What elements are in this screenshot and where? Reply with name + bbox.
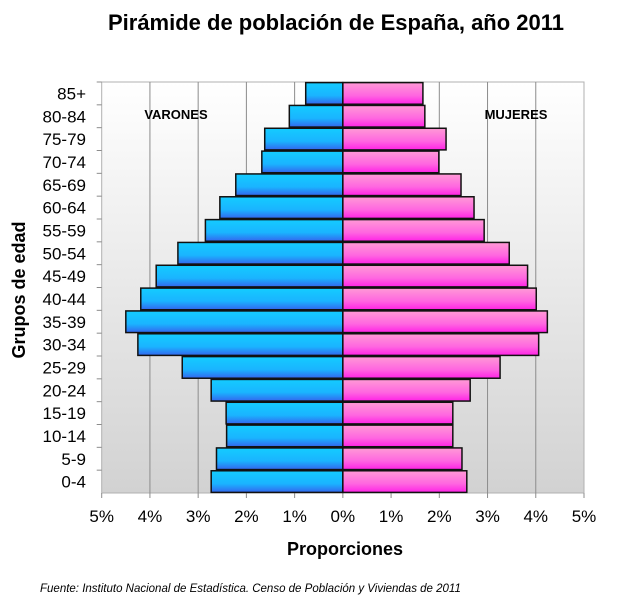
y-tick-label: 50-54: [43, 244, 86, 263]
x-tick-label: 5%: [572, 507, 597, 526]
bar-mujeres-80-84: [342, 104, 426, 128]
series-label-varones: VARONES: [144, 107, 208, 122]
bar-varones-65-69: [235, 173, 344, 197]
y-tick-label: 75-79: [43, 130, 86, 149]
bar-varones-75-79: [263, 127, 344, 151]
bar-mujeres-45-49: [342, 264, 529, 288]
series-label-mujeres: MUJERES: [485, 107, 548, 122]
y-tick-label: 10-14: [43, 427, 86, 446]
bar-mujeres-50-54: [342, 241, 510, 265]
bar-mujeres-75-79: [342, 127, 447, 151]
y-tick-label: 55-59: [43, 221, 86, 240]
bar-varones-80-84: [288, 104, 344, 128]
y-tick-label: 20-24: [43, 381, 86, 400]
y-tick-label: 60-64: [43, 199, 86, 218]
bar-varones-55-59: [204, 218, 344, 242]
bar-mujeres-70-74: [342, 150, 440, 174]
bar-mujeres-55-59: [342, 218, 485, 242]
bar-varones-15-19: [225, 401, 344, 425]
y-tick-label: 5-9: [61, 450, 86, 469]
bar-mujeres-30-34: [342, 333, 540, 357]
bar-mujeres-35-39: [342, 310, 549, 334]
source-note: Fuente: Instituto Nacional de Estadístic…: [40, 583, 461, 595]
y-tick-label: 85+: [57, 84, 86, 103]
x-axis-title: Proporciones: [287, 539, 403, 559]
y-tick-label: 30-34: [43, 336, 86, 355]
x-tick-label: 1%: [282, 507, 307, 526]
bar-varones-30-34: [137, 333, 344, 357]
x-tick-label: 4%: [138, 507, 163, 526]
bar-mujeres-0-4: [342, 470, 468, 494]
bar-varones-25-29: [181, 355, 344, 379]
y-tick-label: 15-19: [43, 404, 86, 423]
bar-varones-45-49: [155, 264, 344, 288]
bar-varones-60-64: [219, 196, 344, 220]
bar-mujeres-20-24: [342, 378, 471, 402]
bar-mujeres-85+: [342, 81, 424, 105]
x-tick-label: 0%: [331, 507, 356, 526]
x-tick-label: 4%: [523, 507, 548, 526]
bar-mujeres-15-19: [342, 401, 454, 425]
y-tick-label: 35-39: [43, 313, 86, 332]
bar-varones-85+: [304, 81, 344, 105]
bar-varones-10-14: [225, 424, 344, 448]
bar-varones-35-39: [125, 310, 344, 334]
y-tick-label: 65-69: [43, 176, 86, 195]
y-tick-label: 70-74: [43, 153, 86, 172]
y-tick-label: 40-44: [43, 290, 86, 309]
y-tick-label: 25-29: [43, 358, 86, 377]
bar-mujeres-25-29: [342, 355, 501, 379]
y-axis-title: Grupos de edad: [9, 221, 29, 358]
bar-varones-70-74: [261, 150, 344, 174]
bar-mujeres-40-44: [342, 287, 538, 311]
bar-mujeres-65-69: [342, 173, 462, 197]
x-tick-label: 2%: [427, 507, 452, 526]
bar-varones-0-4: [210, 470, 344, 494]
bar-mujeres-10-14: [342, 424, 454, 448]
chart-title: Pirámide de población de España, año 201…: [108, 10, 564, 35]
bar-mujeres-5-9: [342, 447, 463, 471]
x-tick-label: 3%: [186, 507, 211, 526]
x-tick-label: 5%: [89, 507, 114, 526]
bar-varones-40-44: [140, 287, 344, 311]
x-tick-label: 1%: [379, 507, 404, 526]
bar-varones-5-9: [215, 447, 344, 471]
bar-varones-50-54: [177, 241, 344, 265]
y-tick-label: 80-84: [43, 107, 86, 126]
bar-mujeres-60-64: [342, 196, 475, 220]
y-tick-label: 45-49: [43, 267, 86, 286]
y-tick-label: 0-4: [61, 473, 86, 492]
bar-varones-20-24: [210, 378, 344, 402]
x-tick-label: 2%: [234, 507, 259, 526]
x-tick-label: 3%: [475, 507, 500, 526]
